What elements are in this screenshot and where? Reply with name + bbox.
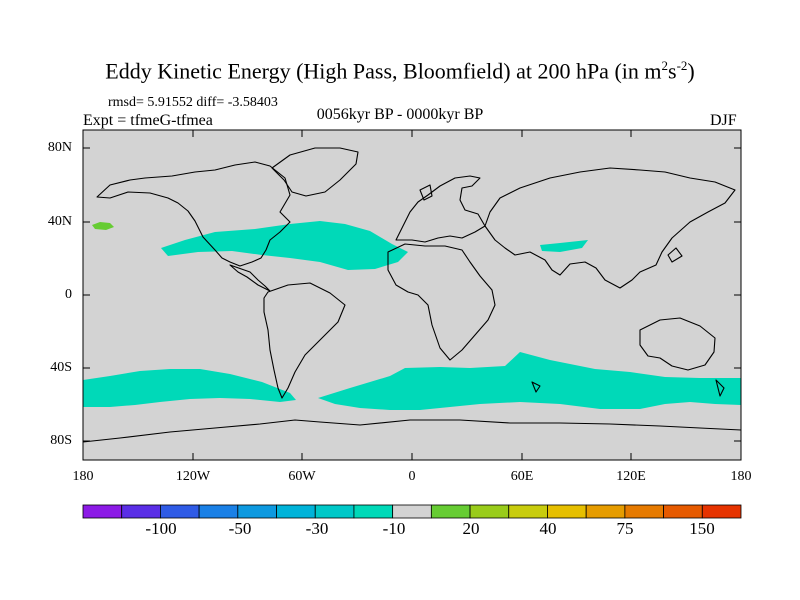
colorbar-swatch	[353, 504, 394, 519]
lon-label-60e: 60E	[510, 469, 534, 484]
colorbar-swatch	[276, 504, 316, 519]
lat-label-40n: 40N	[47, 214, 72, 229]
islands-coast	[419, 184, 725, 397]
colorbar-label: -50	[228, 519, 252, 538]
colorbar-swatch	[585, 504, 626, 519]
colorbar-label: -100	[145, 519, 177, 538]
greenland-coast	[271, 147, 359, 197]
colorbar-swatch	[121, 504, 161, 519]
colorbar-swatch	[160, 504, 200, 519]
colorbar-swatch	[392, 504, 432, 519]
plot-title: Eddy Kinetic Energy (High Pass, Bloomfie…	[105, 58, 695, 84]
north-pacific-patch	[92, 222, 114, 230]
colorbar-label: 20	[462, 519, 480, 538]
colorbar-swatch	[624, 504, 664, 519]
colorbar-label: 150	[689, 519, 715, 538]
colorbar	[82, 504, 742, 519]
lon-label-120e: 120E	[616, 469, 646, 484]
rmsd-diff-stats: rmsd= 5.91552 diff= -3.58403	[108, 95, 278, 110]
colorbar-swatch	[430, 504, 471, 519]
axis-ticks	[83, 130, 741, 460]
lat-label-80s: 80S	[50, 433, 72, 448]
lon-label-120w: 120W	[175, 469, 211, 484]
colorbar-swatch	[469, 504, 510, 519]
north-america-coast	[96, 161, 291, 267]
africa-coast	[387, 243, 496, 361]
colorbar-label: -30	[305, 519, 329, 538]
colorbar-swatch	[508, 504, 548, 519]
lon-label-0: 0	[408, 469, 416, 484]
lon-label-60w: 60W	[288, 469, 316, 484]
asia-coast	[484, 167, 736, 289]
north-atlantic-storm-track	[161, 221, 408, 270]
lat-label-0: 0	[65, 287, 72, 302]
colorbar-swatch	[198, 504, 239, 519]
australia-coast	[639, 317, 716, 371]
lon-label-180w: 180	[72, 469, 94, 484]
south-asia-jet	[540, 240, 588, 252]
coastlines	[82, 147, 742, 443]
colorbar-swatch	[701, 504, 742, 519]
south-america-coast	[263, 282, 346, 399]
map-background	[83, 130, 741, 460]
colorbar-swatch	[82, 504, 123, 519]
anomaly-regions	[83, 221, 741, 410]
colorbar-swatch	[314, 504, 355, 519]
colorbar-swatch	[547, 504, 587, 519]
colorbar-swatch	[237, 504, 277, 519]
period-label: 0056kyr BP - 0000kyr BP	[316, 106, 484, 123]
experiment-label: Expt = tfmeG-tfmea	[83, 112, 213, 129]
lon-label-180e: 180	[730, 469, 752, 484]
southern-ocean-storm-track-east	[318, 352, 741, 410]
antarctica-coast	[82, 419, 742, 443]
lat-label-40s: 40S	[50, 360, 72, 375]
colorbar-label: 75	[616, 519, 634, 538]
colorbar-label: 40	[539, 519, 557, 538]
colorbar-swatch	[663, 504, 703, 519]
lat-label-80n: 80N	[47, 140, 72, 155]
colorbar-label: -10	[382, 519, 406, 538]
southern-ocean-storm-track-west	[83, 369, 296, 407]
season-label: DJF	[710, 112, 737, 129]
